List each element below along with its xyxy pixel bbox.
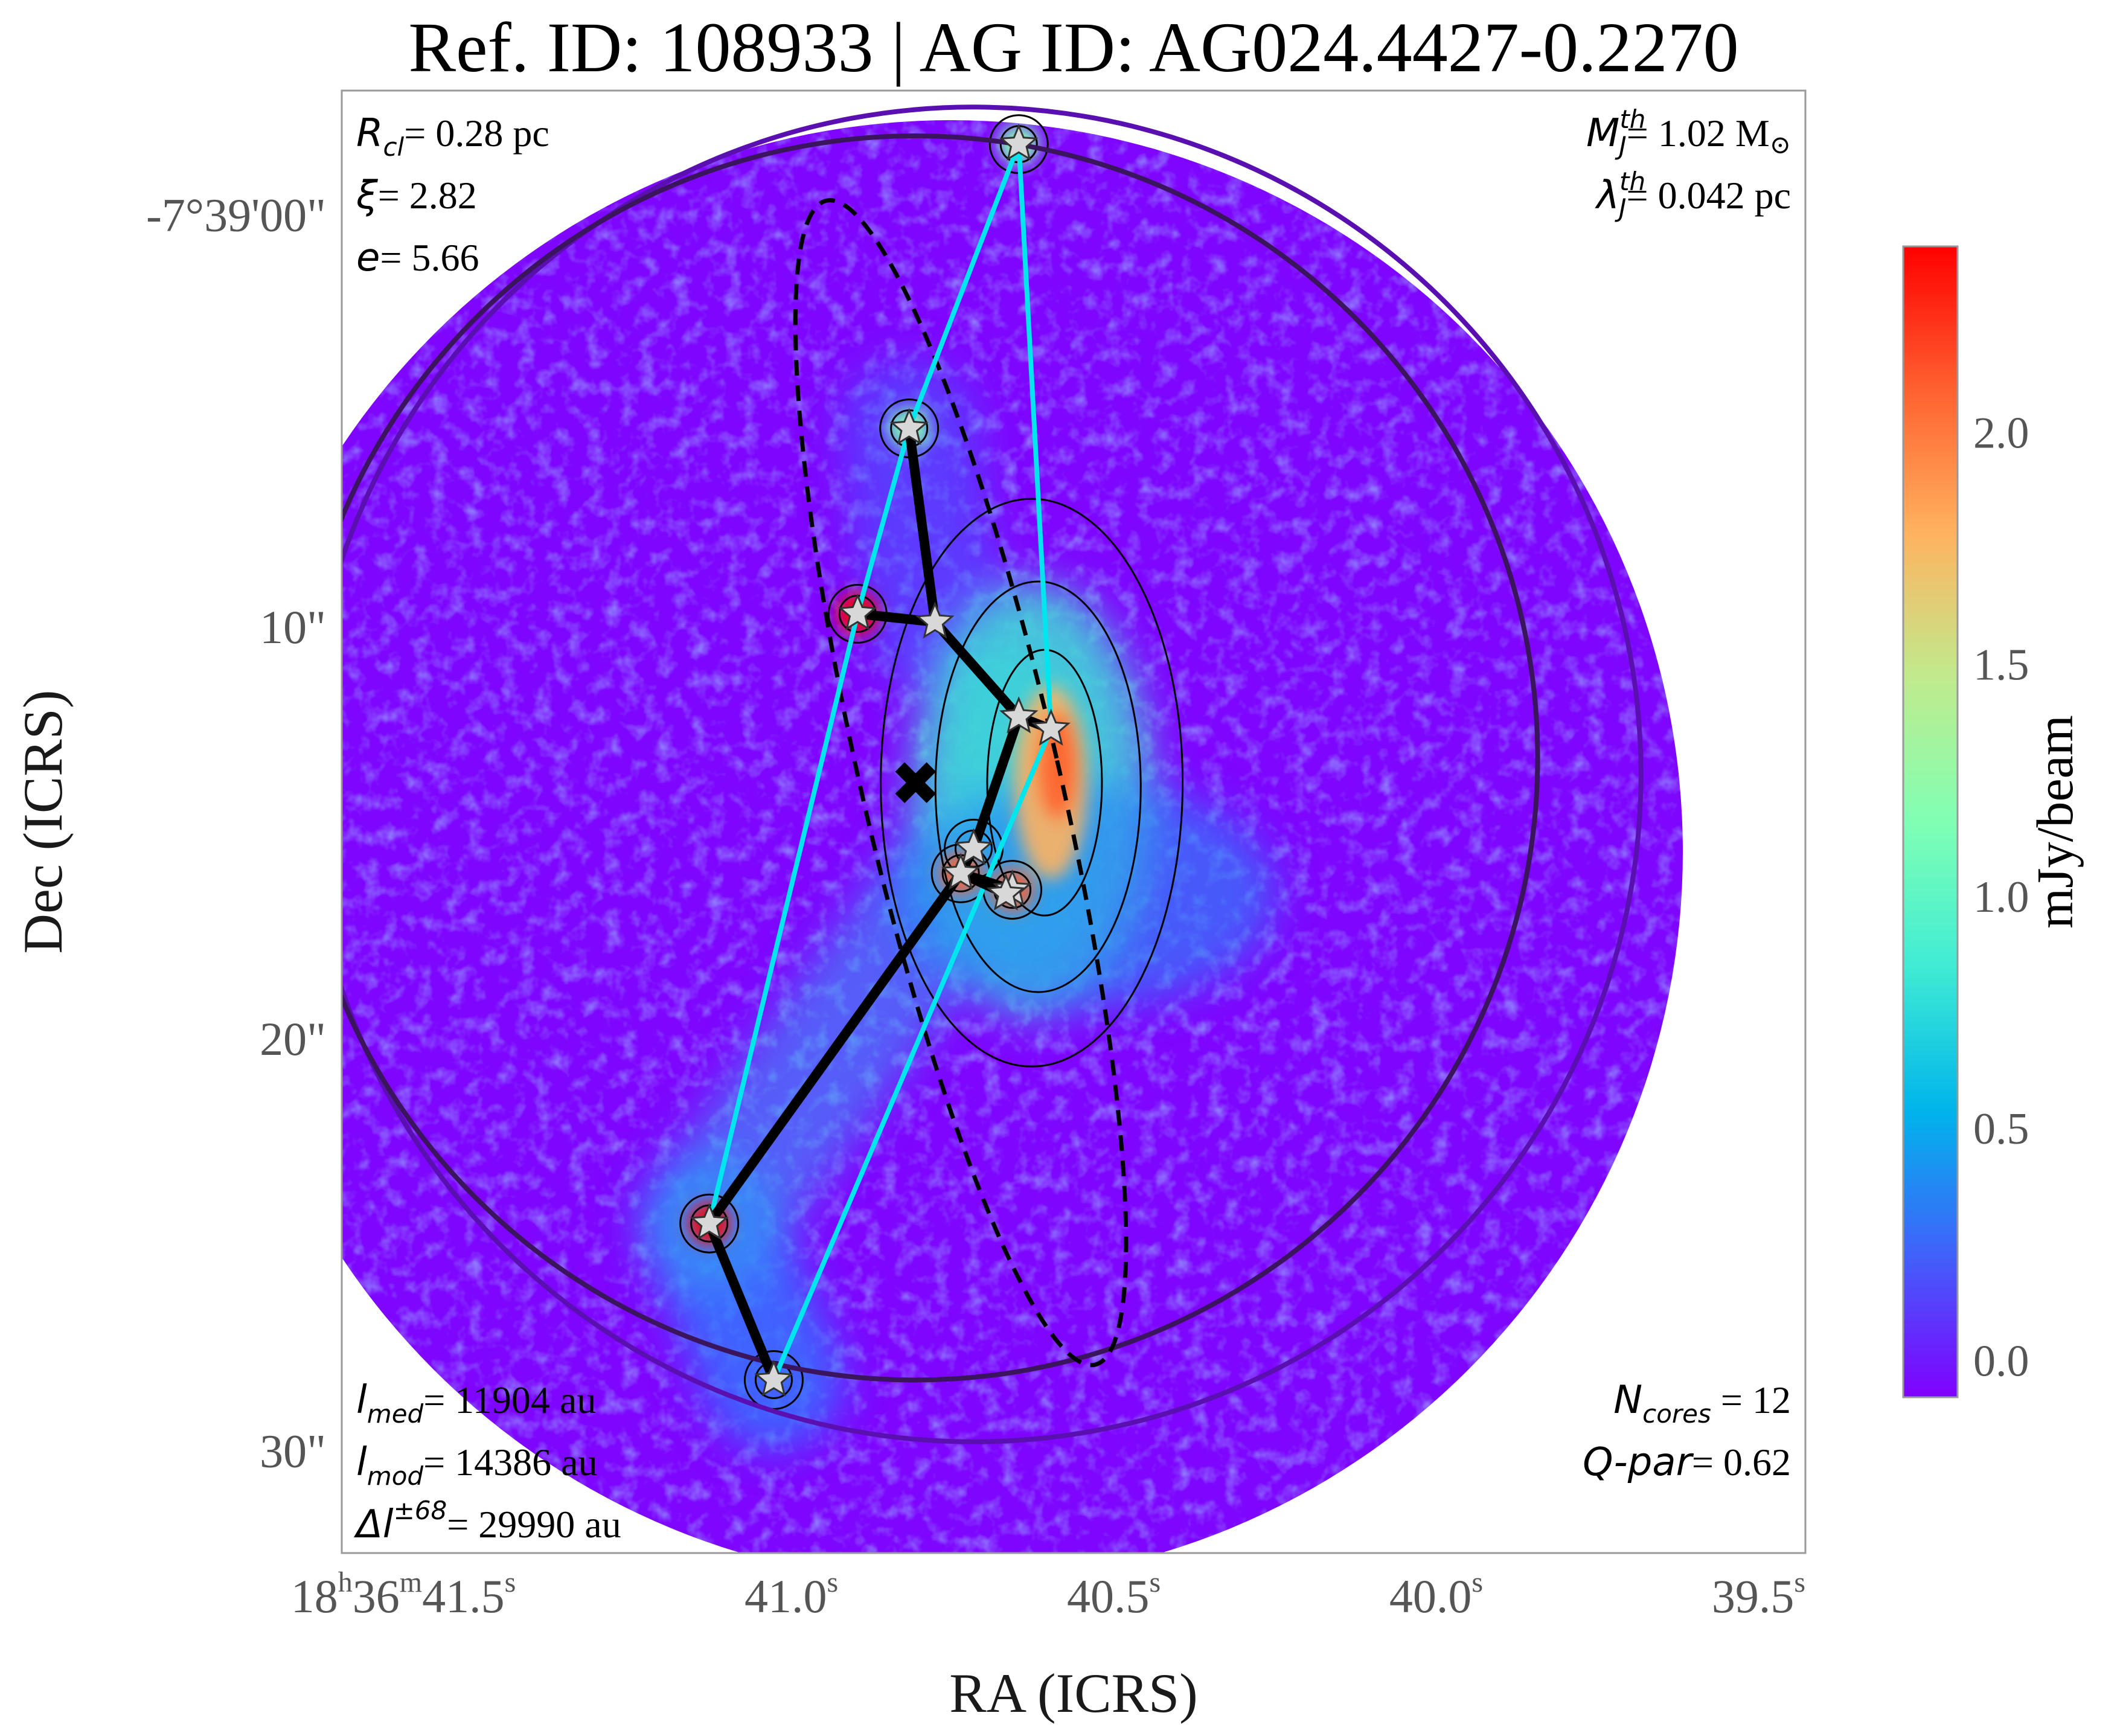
core-star [941,853,981,890]
colorbar-tick: 2.0 [1973,408,2029,458]
annotation-line: Mth J= 1.02 M⊙ [1586,104,1791,161]
annotation-line: Rcl= 0.28 pc [356,111,549,162]
annotation-line: lmed= 11904 au [356,1378,596,1429]
colorbar-ticks: 0.0 0.5 1.0 1.5 2.0 [1973,408,2029,1386]
annotation-line: lmod= 14386 au [356,1440,598,1491]
core-star [999,696,1039,734]
y-tick: 30" [260,1424,326,1477]
mst-edge [904,423,940,627]
colorbar-tick: 0.0 [1973,1337,2029,1386]
x-tick: 40.0s [1389,1566,1483,1622]
cluster-circle [342,133,1540,1383]
mst-edge [969,712,1024,854]
contour [880,498,1184,1068]
annotation-line: Δl±68= 29990 au [353,1496,621,1547]
colorbar: 0.0 0.5 1.0 1.5 2.0 mJy/beam [1902,245,2084,1398]
contour [679,1193,740,1254]
x-tick: 41.0s [744,1566,838,1622]
core-star [837,593,877,630]
centroid-x [895,762,937,803]
plot-area [342,91,1805,1553]
colorbar-gradient [1902,245,1959,1398]
annotation-line: Q-par= 0.62 [1583,1440,1791,1485]
core-star [986,873,1026,911]
x-tick: 39.5s [1712,1566,1805,1622]
plot-frame [341,89,1807,1554]
y-tick: -7°39'00" [146,189,326,242]
colorbar-label: mJy/beam [2026,715,2084,929]
mst-edges [704,423,1056,1385]
x-tick: 40.5s [1067,1566,1161,1622]
y-tick: 10" [260,601,326,653]
colorbar-tick: 1.0 [1973,873,2029,922]
y-axis-label: Dec (ICRS) [12,690,74,954]
core-markers [690,123,1071,1397]
core-star [999,123,1039,161]
core-star [954,828,993,865]
mst-edge [930,617,1024,722]
annotation-line: λth J= 0.042 pc [1595,167,1791,223]
colorbar-tick: 1.5 [1973,641,2029,690]
core-star [889,408,929,445]
x-axis-label: RA (ICRS) [949,1662,1198,1724]
annotation-line: e= 5.66 [356,235,479,280]
x-tick: 18h36m41.5s [291,1566,516,1622]
chart-title: Ref. ID: 108933 | AG ID: AG024.4427-0.22… [408,8,1738,87]
core-star [1031,708,1071,746]
x-tick-labels: 18h36m41.5s 41.0s 40.5s 40.0s 39.5s [291,1566,1805,1622]
annotation-line: ξ= 2.82 [356,173,477,218]
core-star [754,1359,793,1397]
y-tick-labels: -7°39'00" 10" 20" 30" [146,189,326,1478]
colorbar-tick: 0.5 [1973,1104,2029,1154]
mst-edge [704,868,966,1229]
centroid-marker [895,762,937,803]
annotations: Rcl= 0.28 pc ξ= 2.82 e= 5.66 Mth J= 1.02 M⊙ λ… [353,104,1791,1547]
mst-edge [704,1219,779,1385]
outer-circle [342,104,1644,1444]
contour [934,580,1142,993]
y-tick: 20" [260,1013,326,1065]
core-star [915,601,955,639]
fit-ellipse [793,198,1129,1368]
annotation-line: Ncores = 12 [1613,1378,1791,1429]
core-star [690,1203,729,1240]
